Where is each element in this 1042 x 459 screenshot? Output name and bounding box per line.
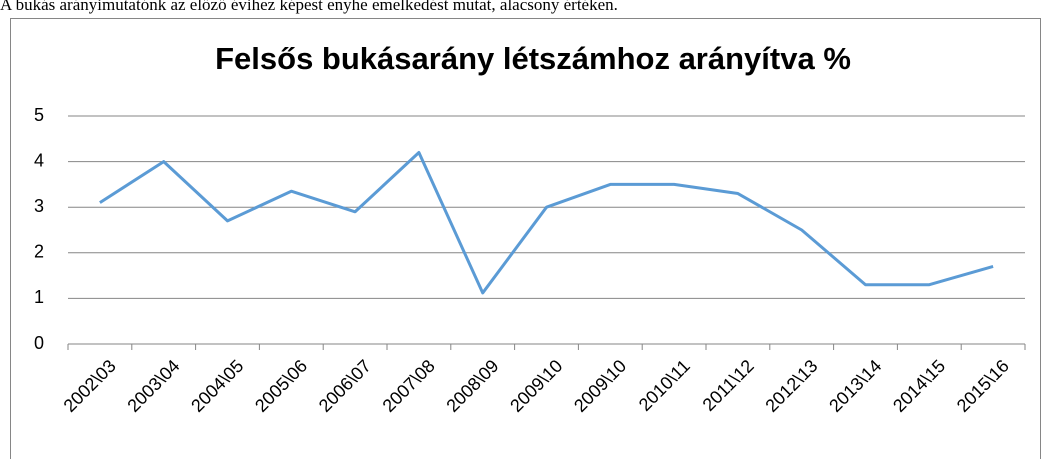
- x-tick-label: 2008\09: [442, 356, 502, 416]
- x-tick-label: 2011\12: [699, 356, 758, 415]
- x-tick-label: 2015\16: [953, 356, 1013, 416]
- y-tick-label: 5: [34, 105, 44, 125]
- x-tick-label: 2002\03: [60, 356, 120, 416]
- x-tick-label: 2013\14: [825, 356, 885, 416]
- chart-title: Felsős bukásarány létszámhoz arányítva %: [215, 41, 851, 76]
- x-tick-label: 2004\05: [187, 356, 247, 416]
- y-tick-label: 3: [34, 196, 44, 216]
- x-tick-label: 2006\07: [315, 356, 375, 416]
- x-tick-label: 2005\06: [251, 356, 311, 416]
- chart-border: [10, 18, 1041, 459]
- x-tick-label: 2009\10: [506, 356, 566, 416]
- x-tick-label: 2003\04: [123, 356, 183, 416]
- y-tick-label: 1: [34, 287, 44, 307]
- y-tick-label: 2: [34, 242, 44, 262]
- caption: A bukás arányimutatónk az előző évihez k…: [0, 0, 618, 14]
- x-tick-label: 2012\13: [761, 356, 821, 416]
- data-line: [99, 150, 994, 295]
- x-tick-label: 2010\11: [635, 356, 694, 415]
- x-tick-label: 2009\10: [570, 356, 630, 416]
- y-tick-label: 4: [34, 150, 44, 170]
- y-tick-label: 0: [34, 333, 44, 353]
- x-tick-label: 2007\08: [379, 356, 439, 416]
- x-tick-label: 2014\15: [889, 356, 949, 416]
